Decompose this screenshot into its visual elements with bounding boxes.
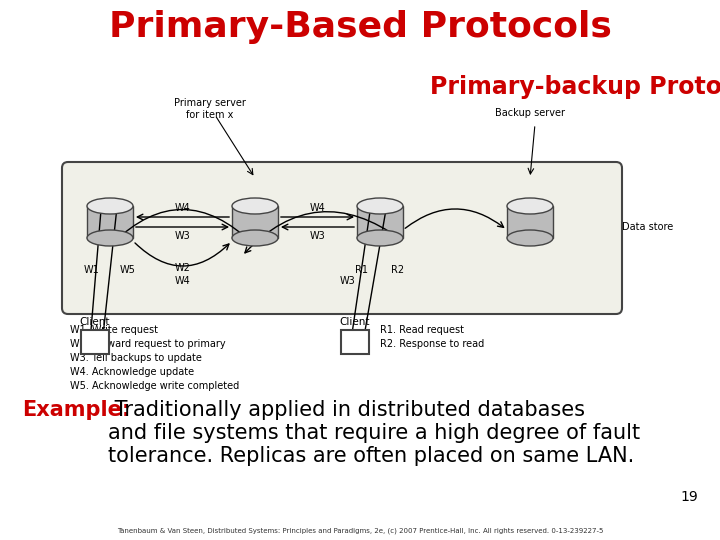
Text: W3: W3 [175,231,190,241]
Bar [232,206,278,238]
Bar [341,330,369,354]
Text: Primary server
for item x: Primary server for item x [174,98,246,119]
Ellipse shape [357,230,403,246]
Text: W2: W2 [174,263,190,273]
Text: Data store: Data store [622,222,673,232]
Bar [507,206,553,238]
Text: Primary-backup Protoco: Primary-backup Protoco [430,75,720,99]
Text: 19: 19 [680,490,698,504]
Text: W1. Write request
W2. Forward request to primary
W3. Tell backups to update
W4. : W1. Write request W2. Forward request to… [70,325,239,391]
Bar [357,206,403,238]
Text: W5: W5 [120,265,136,275]
Ellipse shape [87,198,133,214]
Ellipse shape [507,230,553,246]
Ellipse shape [507,198,553,214]
Text: W3: W3 [310,231,325,241]
Text: Client: Client [80,317,110,327]
Bar [87,206,133,238]
Ellipse shape [232,198,278,214]
Ellipse shape [232,230,278,246]
Text: W4: W4 [175,276,190,286]
Text: Traditionally applied in distributed databases
and file systems that require a h: Traditionally applied in distributed dat… [108,400,640,467]
Text: W4: W4 [310,203,325,213]
Text: R2: R2 [392,265,405,275]
Ellipse shape [87,230,133,246]
Text: W1: W1 [84,265,100,275]
Text: R1: R1 [356,265,369,275]
Text: W4: W4 [175,203,190,213]
Text: Backup server: Backup server [495,108,565,118]
Bar [81,330,109,354]
Text: R1. Read request
R2. Response to read: R1. Read request R2. Response to read [380,325,485,349]
Text: W3: W3 [340,276,356,286]
Ellipse shape [357,198,403,214]
FancyBboxPatch shape [62,162,622,314]
Text: Example:: Example: [22,400,130,420]
Text: Tanenbaum & Van Steen, Distributed Systems: Principles and Paradigms, 2e, (c) 20: Tanenbaum & Van Steen, Distributed Syste… [117,528,603,535]
Text: Client: Client [340,317,370,327]
Text: Primary-Based Protocols: Primary-Based Protocols [109,10,611,44]
